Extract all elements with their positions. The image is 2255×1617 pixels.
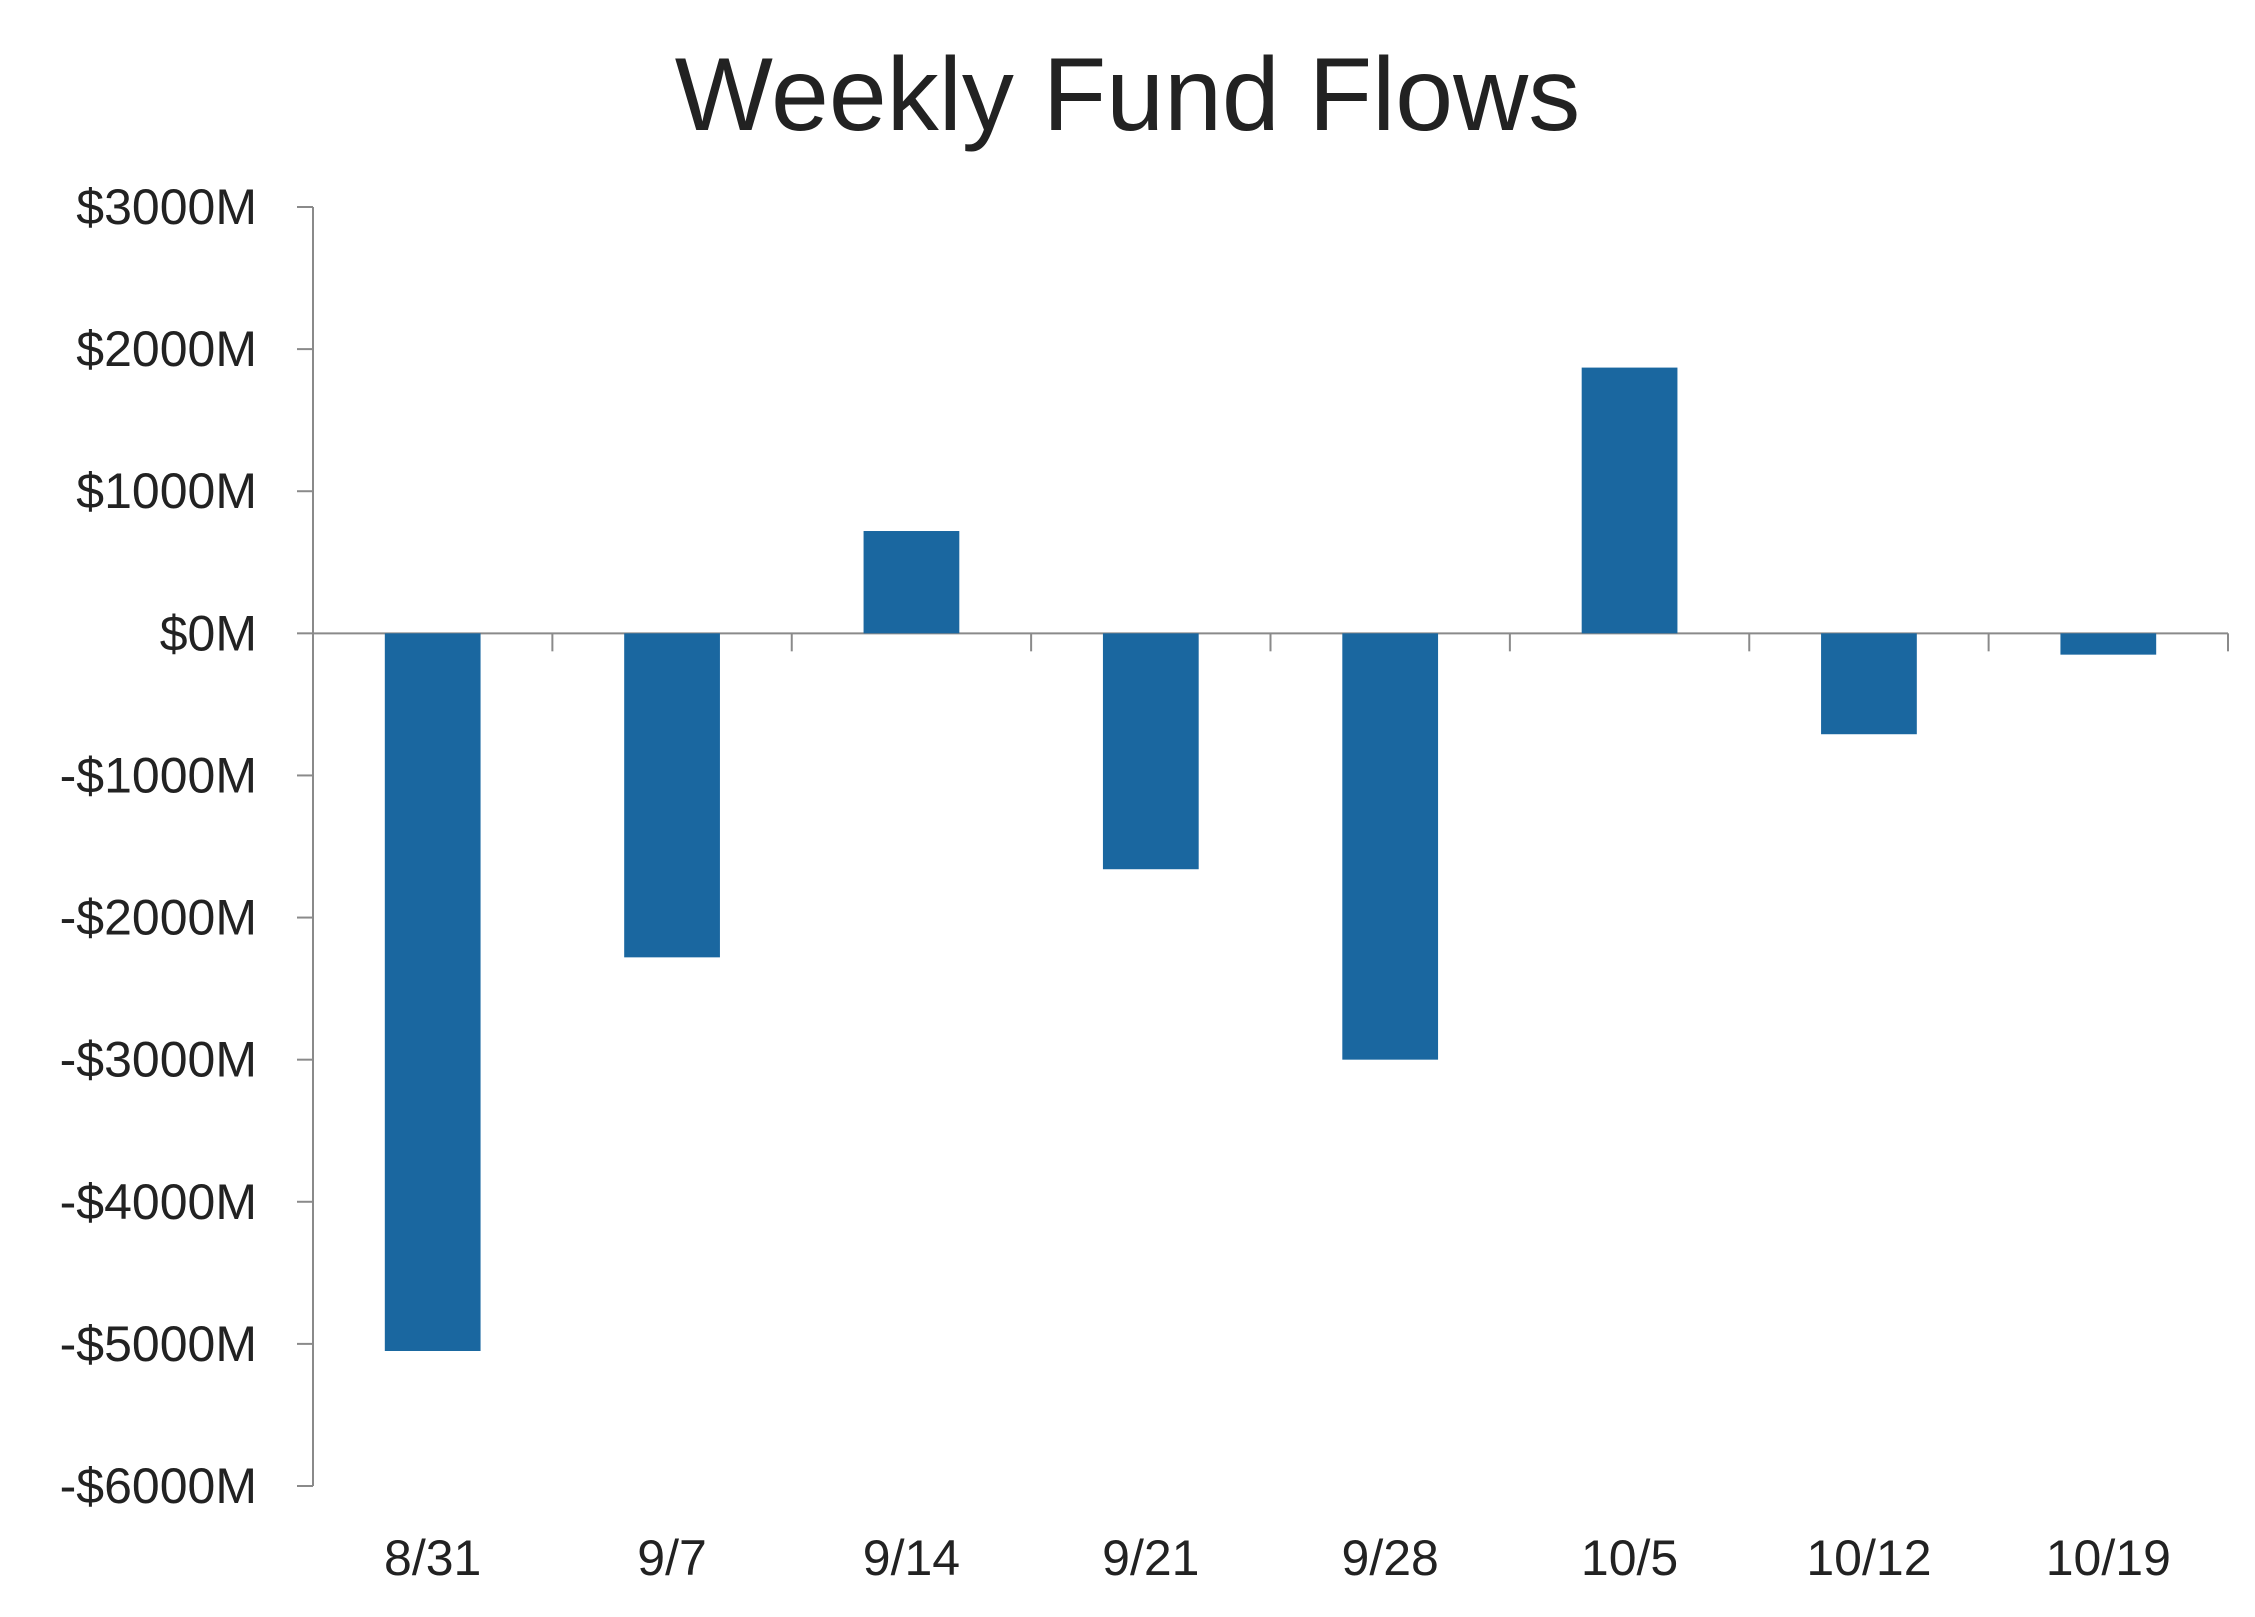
y-tick-label: -$6000M xyxy=(60,1458,257,1514)
chart-title: Weekly Fund Flows xyxy=(674,37,1581,153)
y-axis: $3000M $2000M $1000M $0M -$1000M -$2000M -$300… xyxy=(60,179,314,1514)
x-tick-label: 10/12 xyxy=(1806,1530,1931,1586)
bar-10-5 xyxy=(1581,367,1678,634)
y-tick-label: -$4000M xyxy=(60,1174,257,1230)
y-tick-label: -$2000M xyxy=(60,890,257,946)
y-tick-label: $0M xyxy=(160,605,257,661)
x-axis: 8/31 9/7 9/14 9/21 9/28 10/5 10/12 10/19 xyxy=(313,632,2229,1586)
y-tick-label: -$1000M xyxy=(60,747,257,803)
x-tick-label: 10/19 xyxy=(2046,1530,2171,1586)
x-tick-label: 9/21 xyxy=(1102,1530,1199,1586)
bar-9-7 xyxy=(624,633,720,958)
x-tick-label: 8/31 xyxy=(384,1530,481,1586)
bar-10-19 xyxy=(2060,633,2157,655)
bars xyxy=(384,367,2157,1351)
y-tick-label: -$5000M xyxy=(60,1316,257,1372)
x-tick-label: 9/28 xyxy=(1342,1530,1439,1586)
y-tick-label: $1000M xyxy=(76,463,257,519)
y-tick-label: $2000M xyxy=(76,321,257,377)
bar-9-21 xyxy=(1102,633,1199,870)
bar-9-28 xyxy=(1342,633,1439,1060)
y-tick-label: -$3000M xyxy=(60,1032,257,1088)
x-tick-label: 10/5 xyxy=(1581,1530,1678,1586)
y-tick-label: $3000M xyxy=(76,179,257,235)
bar-9-14 xyxy=(863,531,960,634)
x-tick-label: 9/7 xyxy=(637,1530,707,1586)
x-tick-label: 9/14 xyxy=(863,1530,960,1586)
bar-8-31 xyxy=(384,633,481,1351)
bar-10-12 xyxy=(1821,633,1917,735)
